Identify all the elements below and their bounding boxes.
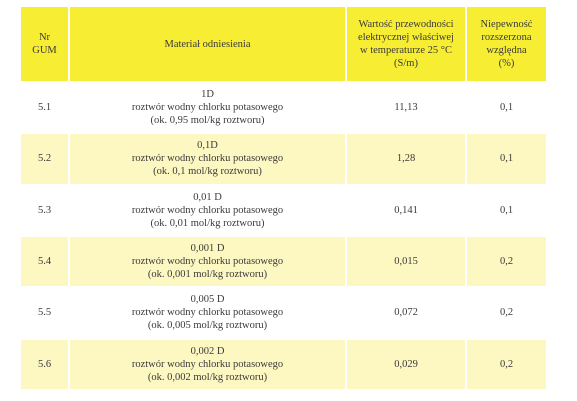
cell-uncertainty: 0,1	[466, 133, 546, 186]
cell-nr: 5.1	[21, 82, 70, 135]
cell-uncertainty: 0,2	[466, 287, 546, 340]
table-row: 5.5 0,005 D roztwór wodny chlorku potaso…	[21, 287, 546, 340]
cell-nr: 5.6	[21, 338, 70, 392]
material-description: roztwór wodny chlorku potasowego	[131, 307, 284, 319]
header-uncertainty-line-1: Niepewność	[480, 19, 533, 30]
cell-conductivity: 1,28	[346, 133, 467, 186]
cell-conductivity: 0,141	[346, 184, 467, 237]
table-row: 5.2 0,1D roztwór wodny chlorku potasoweg…	[21, 133, 546, 186]
cell-nr: 5.4	[21, 235, 70, 289]
material-molality: (ok. 0,95 mol/kg roztworu)	[150, 115, 265, 127]
material-description: roztwór wodny chlorku potasowego	[131, 358, 284, 370]
material-description: roztwór wodny chlorku potasowego	[131, 102, 284, 114]
cell-conductivity: 0,072	[346, 287, 467, 340]
header-conductivity-line-3: w temperaturze 25 °C	[360, 45, 452, 56]
table-row: 5.3 0,01 D roztwór wodny chlorku potasow…	[21, 184, 546, 237]
cell-nr: 5.2	[21, 133, 70, 186]
material-description: roztwór wodny chlorku potasowego	[131, 204, 284, 216]
cell-uncertainty: 0,2	[466, 235, 546, 289]
material-molality: (ok. 0,001 mol/kg roztworu)	[147, 269, 268, 281]
header-uncertainty-line-3: względna	[486, 45, 527, 56]
material-concentration: 1D	[201, 89, 214, 101]
cell-material: 0,001 D roztwór wodny chlorku potasowego…	[69, 235, 347, 289]
table-header-row: Nr GUM Materiał odniesienia Wartość prze…	[21, 7, 546, 83]
cell-material: 0,002 D roztwór wodny chlorku potasowego…	[69, 338, 347, 392]
header-uncertainty-line-4: (%)	[498, 58, 515, 69]
header-nr-gum: Nr GUM	[21, 7, 70, 83]
material-molality: (ok. 0,1 mol/kg roztworu)	[153, 166, 262, 178]
material-concentration: 0,1D	[197, 140, 218, 152]
cell-material: 0,1D roztwór wodny chlorku potasowego (o…	[69, 133, 347, 186]
header-uncertainty: Niepewność rozszerzona względna (%)	[466, 7, 546, 83]
cell-material: 1D roztwór wodny chlorku potasowego (ok.…	[69, 82, 347, 135]
cell-nr: 5.3	[21, 184, 70, 237]
header-conductivity-line-2: elektrycznej właściwej	[358, 32, 454, 43]
header-material: Materiał odniesienia	[69, 7, 347, 83]
cell-nr: 5.5	[21, 287, 70, 340]
cell-uncertainty: 0,1	[466, 82, 546, 135]
material-molality: (ok. 0,002 mol/kg roztworu)	[147, 371, 268, 383]
table-row: 5.4 0,001 D roztwór wodny chlorku potaso…	[21, 235, 546, 289]
material-description: roztwór wodny chlorku potasowego	[131, 256, 284, 268]
header-material-label: Materiał odniesienia	[164, 38, 251, 50]
cell-uncertainty: 0,2	[466, 338, 546, 392]
cell-conductivity: 0,029	[346, 338, 467, 392]
material-concentration: 0,002 D	[190, 345, 225, 357]
reference-materials-table: Nr GUM Materiał odniesienia Wartość prze…	[21, 7, 546, 392]
table-row: 5.1 1D roztwór wodny chlorku potasowego …	[21, 82, 546, 135]
cell-material: 0,01 D roztwór wodny chlorku potasowego …	[69, 184, 347, 237]
material-molality: (ok. 0,01 mol/kg roztworu)	[150, 217, 265, 229]
header-gum-line: GUM	[32, 45, 57, 56]
header-nr-line: Nr	[38, 32, 51, 43]
cell-uncertainty: 0,1	[466, 184, 546, 237]
header-conductivity: Wartość przewodności elektrycznej właści…	[346, 7, 467, 83]
header-uncertainty-line-2: rozszerzona	[481, 32, 532, 43]
reference-materials-table-container: Nr GUM Materiał odniesienia Wartość prze…	[21, 7, 546, 392]
material-concentration: 0,005 D	[190, 294, 225, 306]
header-conductivity-line-4: (S/m)	[394, 58, 418, 69]
material-molality: (ok. 0,005 mol/kg roztworu)	[147, 320, 268, 332]
material-description: roztwór wodny chlorku potasowego	[131, 153, 284, 165]
cell-conductivity: 0,015	[346, 235, 467, 289]
material-concentration: 0,001 D	[190, 243, 225, 255]
cell-conductivity: 11,13	[346, 82, 467, 135]
material-concentration: 0,01 D	[193, 191, 222, 203]
table-row: 5.6 0,002 D roztwór wodny chlorku potaso…	[21, 338, 546, 392]
cell-material: 0,005 D roztwór wodny chlorku potasowego…	[69, 287, 347, 340]
header-conductivity-line-1: Wartość przewodności	[358, 19, 454, 30]
